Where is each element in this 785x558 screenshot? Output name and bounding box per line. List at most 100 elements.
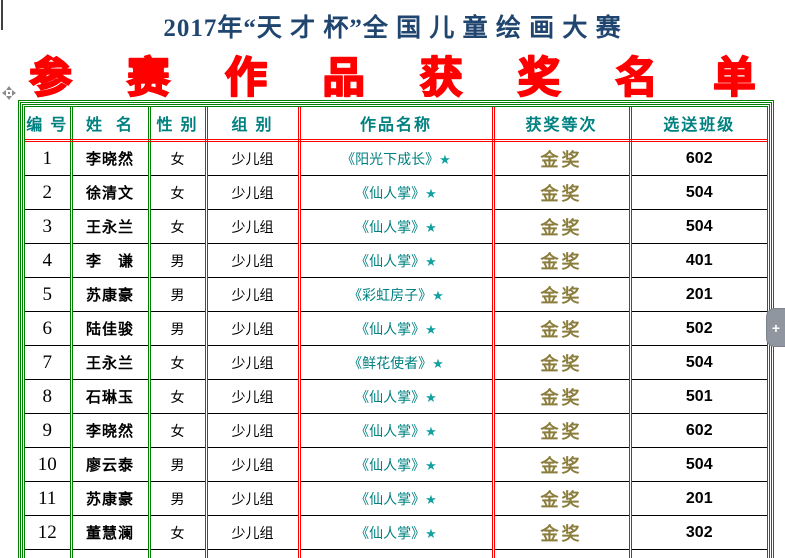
cell-class[interactable]: 504 — [630, 175, 767, 210]
cell-work-title[interactable]: 《鲜花使者》★ — [299, 345, 495, 380]
cell-work-title[interactable]: 《彩虹房子》★ — [299, 277, 495, 312]
cell-class[interactable]: 602 — [630, 140, 767, 176]
cell-award[interactable]: 金奖 — [493, 209, 632, 244]
cell-class[interactable]: 502 — [630, 311, 767, 346]
cell-class[interactable]: 504 — [630, 345, 767, 380]
cell-name[interactable]: 李晓然 — [71, 413, 151, 448]
cell-award[interactable]: 金奖 — [493, 413, 632, 448]
cell-gender[interactable]: 女 — [149, 549, 208, 558]
cell-number[interactable]: 3 — [25, 209, 73, 244]
cell-group[interactable]: 少儿组 — [206, 447, 301, 482]
header-number[interactable]: 编 号 — [25, 107, 73, 142]
cell-number[interactable]: 1 — [25, 140, 73, 176]
cell-work-title[interactable]: 《仙人掌》★ — [299, 175, 495, 210]
header-gender[interactable]: 性 别 — [149, 107, 208, 142]
cell-gender[interactable]: 女 — [149, 175, 208, 210]
cell-class[interactable]: 401 — [630, 243, 767, 278]
cell-award[interactable]: 金奖 — [493, 481, 632, 516]
cell-work-title[interactable]: 《仙人掌》★ — [299, 379, 495, 414]
cell-name[interactable]: 徐清文 — [71, 175, 151, 210]
cell-number[interactable]: 12 — [25, 515, 73, 550]
cell-group[interactable]: 少儿组 — [206, 311, 301, 346]
cell-group[interactable]: 少儿组 — [206, 549, 301, 558]
cell-name[interactable]: 王永兰 — [71, 209, 151, 244]
header-work-title[interactable]: 作品名称 — [299, 107, 495, 142]
cell-group[interactable]: 少儿组 — [206, 345, 301, 380]
cell-name[interactable]: 苏康豪 — [71, 277, 151, 312]
cell-name[interactable]: 陆佳骏 — [71, 311, 151, 346]
cell-gender[interactable]: 男 — [149, 481, 208, 516]
cell-award[interactable]: 金奖 — [493, 175, 632, 210]
cell-name[interactable]: 石琳玉 — [71, 379, 151, 414]
cell-award[interactable]: 金奖 — [493, 447, 632, 482]
cell-class[interactable]: 501 — [630, 379, 767, 414]
header-name[interactable]: 姓 名 — [71, 107, 151, 142]
cell-work-title[interactable]: 《仙人掌》★ — [299, 311, 495, 346]
cell-award[interactable]: 银奖 — [493, 549, 632, 558]
cell-work-title[interactable]: 《仙人掌》★ — [299, 209, 495, 244]
document-title[interactable]: 2017年“天 才 杯”全 国 儿 童 绘 画 大 赛 — [163, 15, 622, 42]
cell-number[interactable]: 8 — [25, 379, 73, 414]
header-group[interactable]: 组 别 — [206, 107, 301, 142]
cell-award[interactable]: 金奖 — [493, 277, 632, 312]
cell-gender[interactable]: 女 — [149, 413, 208, 448]
cell-gender[interactable]: 女 — [149, 209, 208, 244]
cell-class[interactable]: 504 — [630, 447, 767, 482]
cell-number[interactable]: 4 — [25, 243, 73, 278]
cell-gender[interactable]: 男 — [149, 277, 208, 312]
cell-award[interactable]: 金奖 — [493, 140, 632, 176]
cell-name[interactable]: 董慧澜 — [71, 515, 151, 550]
cell-work-title[interactable]: 《仙人掌》★ — [299, 243, 495, 278]
cell-group[interactable]: 少儿组 — [206, 277, 301, 312]
cell-name[interactable]: 石琳玉 — [71, 549, 151, 558]
cell-gender[interactable]: 男 — [149, 311, 208, 346]
cell-gender[interactable]: 男 — [149, 447, 208, 482]
cell-number[interactable]: 13 — [25, 549, 73, 558]
cell-group[interactable]: 少儿组 — [206, 175, 301, 210]
cell-work-title[interactable]: 《仙人掌》★ — [299, 515, 495, 550]
cell-gender[interactable]: 女 — [149, 140, 208, 176]
table-move-handle-icon[interactable] — [2, 86, 16, 100]
cell-name[interactable]: 李晓然 — [71, 140, 151, 176]
cell-class[interactable]: 501 — [630, 549, 767, 558]
add-row-button[interactable]: + — [766, 308, 785, 347]
cell-group[interactable]: 少儿组 — [206, 515, 301, 550]
cell-number[interactable]: 5 — [25, 277, 73, 312]
cell-name[interactable]: 廖云泰 — [71, 447, 151, 482]
cell-award[interactable]: 金奖 — [493, 515, 632, 550]
cell-class[interactable]: 302 — [630, 515, 767, 550]
cell-work-title[interactable]: 《仙人掌》★ — [299, 481, 495, 516]
cell-work-title[interactable]: 《仙人掌》★ — [299, 447, 495, 482]
cell-group[interactable]: 少儿组 — [206, 243, 301, 278]
cell-number[interactable]: 6 — [25, 311, 73, 346]
cell-name[interactable]: 苏康豪 — [71, 481, 151, 516]
cell-name[interactable]: 李 谦 — [71, 243, 151, 278]
cell-gender[interactable]: 男 — [149, 243, 208, 278]
cell-class[interactable]: 201 — [630, 481, 767, 516]
cell-award[interactable]: 金奖 — [493, 345, 632, 380]
document-subtitle[interactable]: 参 赛 作 品 获 奖 名 单 — [29, 53, 778, 102]
cell-gender[interactable]: 女 — [149, 345, 208, 380]
cell-class[interactable]: 504 — [630, 209, 767, 244]
cell-number[interactable]: 11 — [25, 481, 73, 516]
cell-group[interactable]: 少儿组 — [206, 140, 301, 176]
cell-name[interactable]: 王永兰 — [71, 345, 151, 380]
cell-class[interactable]: 602 — [630, 413, 767, 448]
cell-group[interactable]: 少儿组 — [206, 379, 301, 414]
cell-work-title[interactable]: 《仙人掌》★ — [299, 413, 495, 448]
cell-group[interactable]: 少儿组 — [206, 209, 301, 244]
cell-number[interactable]: 10 — [25, 447, 73, 482]
cell-group[interactable]: 少儿组 — [206, 481, 301, 516]
cell-award[interactable]: 金奖 — [493, 243, 632, 278]
cell-gender[interactable]: 女 — [149, 515, 208, 550]
cell-number[interactable]: 7 — [25, 345, 73, 380]
cell-class[interactable]: 201 — [630, 277, 767, 312]
cell-number[interactable]: 9 — [25, 413, 73, 448]
cell-number[interactable]: 2 — [25, 175, 73, 210]
header-award[interactable]: 获奖等次 — [493, 107, 632, 142]
cell-group[interactable]: 少儿组 — [206, 413, 301, 448]
cell-award[interactable]: 金奖 — [493, 379, 632, 414]
cell-work-title[interactable]: 《阳光下成长》★ — [299, 140, 495, 176]
cell-work-title[interactable]: 《向日葵》★ — [299, 549, 495, 558]
header-class[interactable]: 选送班级 — [630, 107, 767, 142]
